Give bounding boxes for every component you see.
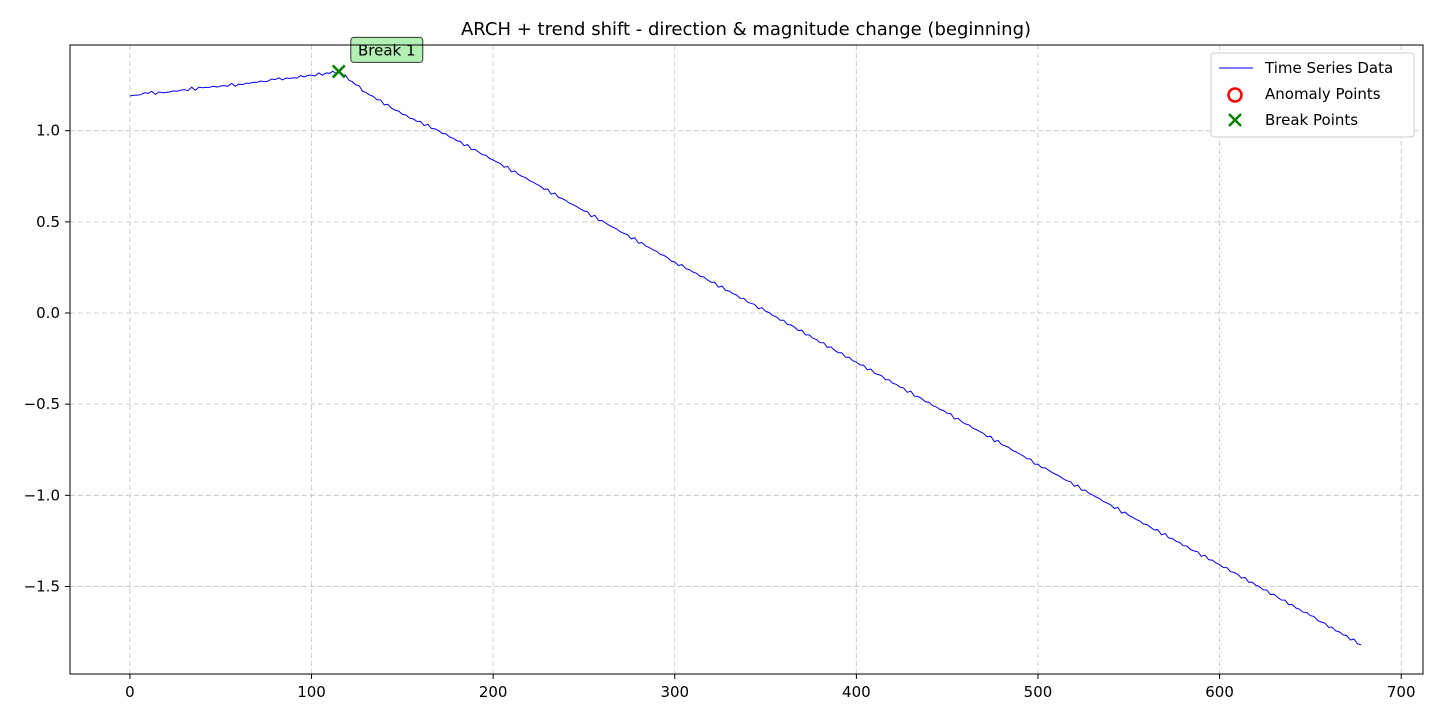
axes: 0 100 200 300 400 500 600 700 1.0 0.5 0.0 −0.5 −1.0 −… — [24, 122, 1416, 701]
x-tick-label: 100 — [297, 683, 326, 701]
y-tick-label: 1.0 — [36, 122, 60, 140]
legend: Time Series Data Anomaly Points Break Poin… — [1210, 52, 1415, 138]
legend-circle-icon — [1227, 87, 1243, 103]
y-tick-label: 0.0 — [36, 304, 60, 322]
break-annotation-label: Break 1 — [358, 41, 416, 59]
legend-label: Anomaly Points — [1265, 85, 1381, 103]
x-tick-label: 0 — [125, 683, 135, 701]
break-annotation: Break 1 — [350, 36, 424, 63]
x-tick-label: 700 — [1387, 683, 1416, 701]
series-line-time-series-data — [129, 70, 1362, 646]
x-tick-label: 500 — [1024, 683, 1053, 701]
break-point-marker — [331, 64, 346, 79]
marker-layer: Break 1 — [331, 36, 424, 79]
chart-title: ARCH + trend shift - direction & magnitu… — [461, 19, 1031, 40]
x-tick-label: 600 — [1205, 683, 1234, 701]
x-tick-label: 300 — [660, 683, 689, 701]
grid — [70, 45, 1423, 674]
x-tick-label: 400 — [842, 683, 871, 701]
series-layer — [129, 70, 1362, 646]
plot-frame — [69, 44, 1424, 675]
legend-box — [1210, 52, 1415, 138]
y-tick-label: −0.5 — [24, 395, 60, 413]
legend-label: Time Series Data — [1264, 59, 1393, 77]
legend-x-icon — [1228, 113, 1242, 127]
y-tick-label: −1.0 — [24, 486, 60, 504]
legend-label: Break Points — [1265, 111, 1358, 129]
y-tick-label: 0.5 — [36, 213, 60, 231]
y-tick-label: −1.5 — [24, 577, 60, 595]
x-tick-label: 200 — [479, 683, 508, 701]
